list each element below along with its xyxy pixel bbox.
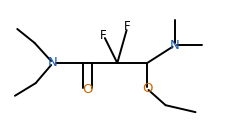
Text: O: O [141,82,152,95]
Text: F: F [100,29,106,42]
Text: N: N [169,39,179,52]
Text: O: O [82,83,92,96]
Text: N: N [48,56,57,70]
Text: F: F [124,20,130,33]
